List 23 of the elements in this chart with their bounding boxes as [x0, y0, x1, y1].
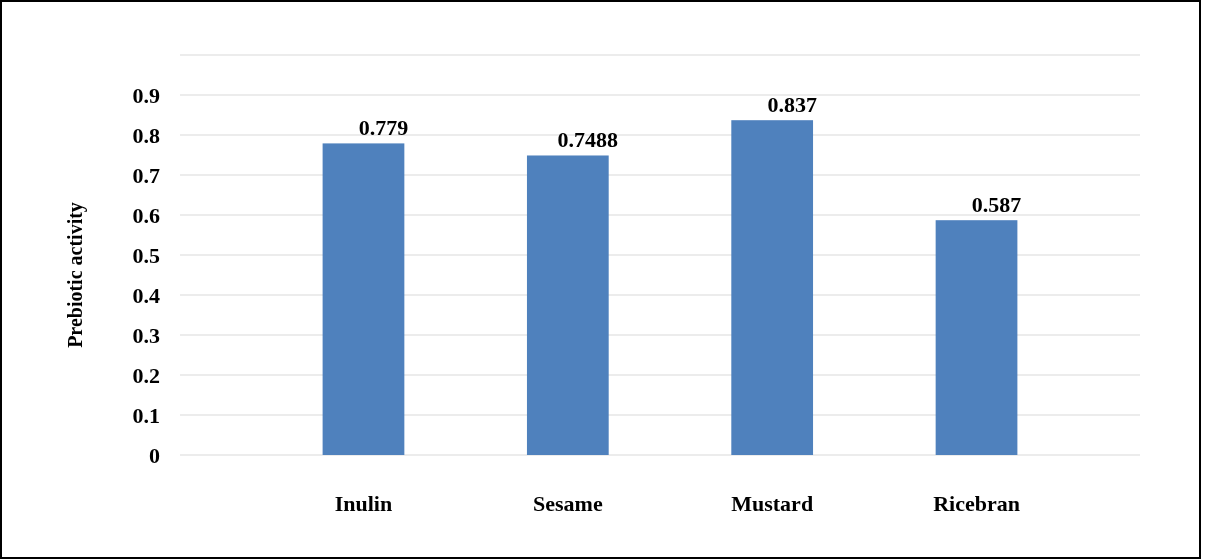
y-tick-label: 0.5 — [132, 242, 160, 268]
bar — [322, 143, 405, 455]
y-tick-label: 0.2 — [132, 362, 160, 388]
data-label: 0.779 — [358, 115, 409, 141]
bar — [731, 120, 814, 455]
x-tick-label: Mustard — [731, 490, 814, 516]
bar — [526, 155, 609, 455]
x-tick-label: Sesame — [533, 490, 603, 516]
data-label: 0.837 — [767, 92, 817, 118]
bar — [935, 220, 1018, 455]
y-tick-label: 0.4 — [132, 282, 160, 308]
data-label: 0.587 — [971, 192, 1022, 218]
y-tick-label: 0 — [149, 442, 160, 468]
y-tick-label: 0.7 — [132, 162, 160, 188]
y-axis-title: Prebiotic activity — [64, 202, 87, 348]
y-tick-label: 0.8 — [132, 122, 160, 148]
x-tick-label: Ricebran — [933, 490, 1020, 516]
data-label: 0.7488 — [557, 127, 619, 153]
y-tick-label: 0.9 — [132, 82, 160, 108]
y-tick-label: 0.3 — [132, 322, 160, 348]
y-tick-label: 0.6 — [132, 202, 160, 228]
x-tick-label: Inulin — [334, 490, 393, 516]
y-tick-label: 0.1 — [132, 402, 160, 428]
